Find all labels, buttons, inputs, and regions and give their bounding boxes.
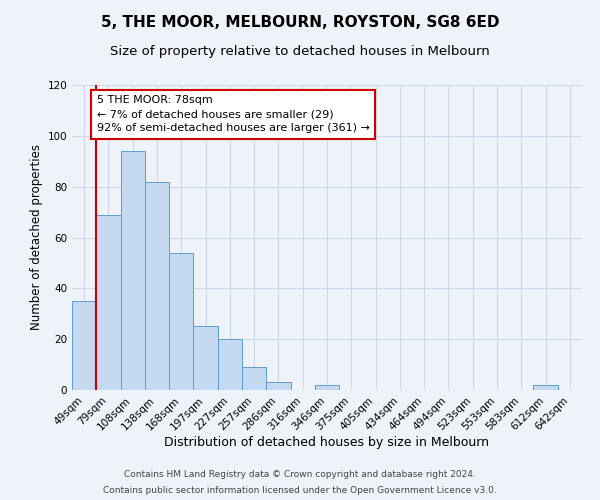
Text: Contains HM Land Registry data © Crown copyright and database right 2024.: Contains HM Land Registry data © Crown c…: [124, 470, 476, 479]
Bar: [315, 385, 339, 390]
Text: 5 THE MOOR: 78sqm
← 7% of detached houses are smaller (29)
92% of semi-detached : 5 THE MOOR: 78sqm ← 7% of detached house…: [97, 95, 370, 133]
Bar: [96, 214, 121, 390]
Bar: [266, 382, 290, 390]
Bar: [72, 301, 96, 390]
Bar: [169, 253, 193, 390]
Bar: [242, 367, 266, 390]
X-axis label: Distribution of detached houses by size in Melbourn: Distribution of detached houses by size …: [164, 436, 490, 449]
Y-axis label: Number of detached properties: Number of detached properties: [30, 144, 43, 330]
Text: Size of property relative to detached houses in Melbourn: Size of property relative to detached ho…: [110, 45, 490, 58]
Bar: [218, 339, 242, 390]
Bar: [533, 385, 558, 390]
Text: 5, THE MOOR, MELBOURN, ROYSTON, SG8 6ED: 5, THE MOOR, MELBOURN, ROYSTON, SG8 6ED: [101, 15, 499, 30]
Bar: [145, 182, 169, 390]
Text: Contains public sector information licensed under the Open Government Licence v3: Contains public sector information licen…: [103, 486, 497, 495]
Bar: [121, 151, 145, 390]
Bar: [193, 326, 218, 390]
